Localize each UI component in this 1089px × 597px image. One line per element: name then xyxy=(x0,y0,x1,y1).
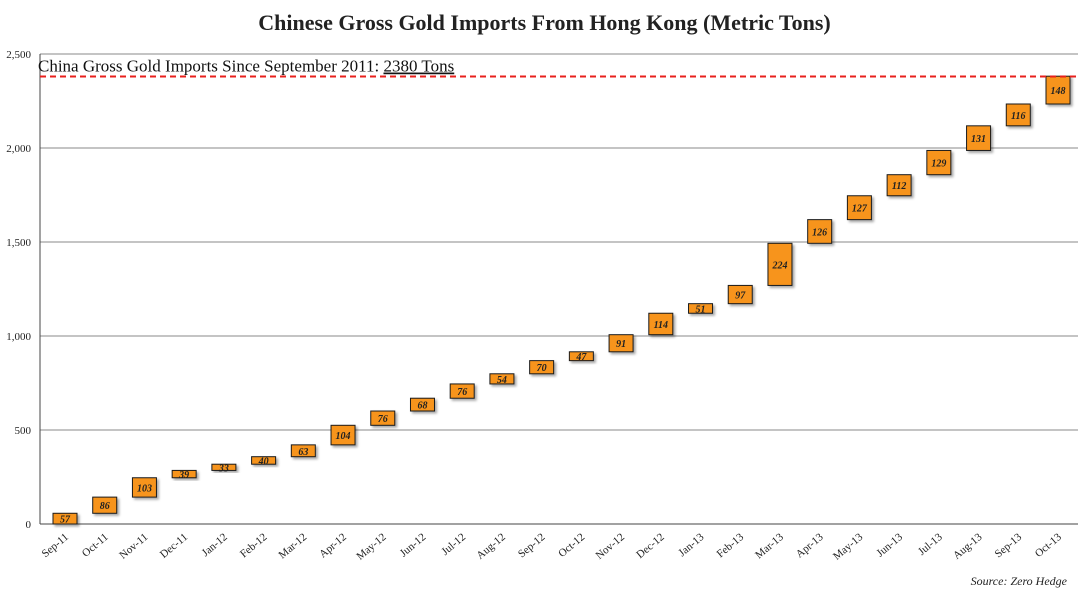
bar-value-label: 47 xyxy=(575,352,587,363)
waterfall-bar xyxy=(489,373,515,385)
x-tick-label: Apr-13 xyxy=(794,531,826,561)
total-annotation: China Gross Gold Imports Since September… xyxy=(38,57,454,76)
y-tick-label: 1,500 xyxy=(6,237,31,249)
waterfall-bar xyxy=(608,334,634,353)
x-tick-label: Jul-12 xyxy=(439,531,468,558)
bar-value-label: 91 xyxy=(616,339,626,350)
x-tick-label: Jan-13 xyxy=(676,531,707,559)
waterfall-bar xyxy=(807,219,833,244)
bar-value-label: 76 xyxy=(378,414,388,425)
bar-value-label: 40 xyxy=(258,456,269,467)
source-note: Source: Zero Hedge xyxy=(970,574,1067,588)
x-tick-label: Feb-12 xyxy=(238,531,270,560)
bar-value-label: 51 xyxy=(696,304,706,315)
bar-value-label: 76 xyxy=(457,387,467,398)
waterfall-bar xyxy=(251,456,277,465)
x-tick-label: May-13 xyxy=(831,531,866,563)
x-tick-label: Oct-13 xyxy=(1033,531,1064,560)
x-tick-label: Oct-12 xyxy=(556,531,587,560)
x-tick-label: Sep-11 xyxy=(40,531,71,560)
y-tick-label: 500 xyxy=(15,425,32,437)
waterfall-bar xyxy=(727,284,753,305)
x-tick-label: Jan-12 xyxy=(200,531,230,559)
waterfall-bar xyxy=(1045,75,1071,105)
annotation-total: 2380 Tons xyxy=(383,57,454,76)
waterfall-bar xyxy=(449,383,475,399)
y-tick-label: 2,000 xyxy=(6,143,31,155)
y-tick-label: 0 xyxy=(26,519,32,531)
chart-title: Chinese Gross Gold Imports From Hong Kon… xyxy=(258,10,831,35)
bar-value-label: 57 xyxy=(60,515,71,526)
bar-value-label: 112 xyxy=(892,181,906,192)
annotation-prefix: China Gross Gold Imports Since September… xyxy=(38,57,383,76)
bar-value-label: 54 xyxy=(497,375,507,386)
x-tick-label: Sep-13 xyxy=(993,531,1025,561)
bar-value-label: 114 xyxy=(654,320,668,331)
waterfall-bar xyxy=(568,351,594,362)
waterfall-bar xyxy=(409,397,435,412)
waterfall-bar xyxy=(92,496,118,514)
waterfall-bar xyxy=(131,477,157,498)
waterfall-bar xyxy=(529,360,555,375)
y-tick-label: 2,500 xyxy=(6,49,31,61)
bar-value-label: 131 xyxy=(971,134,986,145)
waterfall-bar xyxy=(330,424,356,446)
bar-value-label: 116 xyxy=(1011,111,1025,122)
bar-value-label: 129 xyxy=(931,159,946,170)
waterfall-bar xyxy=(52,512,78,525)
x-tick-label: Aug-12 xyxy=(474,531,507,562)
waterfall-bar xyxy=(926,149,952,176)
bar-value-label: 33 xyxy=(218,463,229,474)
x-tick-label: Mar-12 xyxy=(276,531,309,561)
x-tick-label: Apr-12 xyxy=(317,531,349,560)
bar-value-label: 103 xyxy=(137,483,152,494)
y-tick-label: 1,000 xyxy=(6,331,31,343)
bar-value-label: 126 xyxy=(812,227,827,238)
x-tick-label: Sep-12 xyxy=(516,531,548,560)
bar-value-label: 148 xyxy=(1051,86,1066,97)
waterfall-bar xyxy=(966,125,992,151)
bar-value-label: 68 xyxy=(417,401,427,412)
x-tick-label: Oct-11 xyxy=(80,531,111,560)
bar-value-label: 63 xyxy=(298,447,308,458)
x-tick-label: Feb-13 xyxy=(715,531,747,561)
x-tick-label: Dec-12 xyxy=(634,531,667,561)
bar-value-label: 97 xyxy=(735,291,746,302)
waterfall-bar xyxy=(370,410,396,426)
x-tick-label: Mar-13 xyxy=(753,531,786,562)
x-tick-label: Dec-11 xyxy=(158,531,190,561)
waterfall-bar xyxy=(688,303,714,314)
bar-value-label: 86 xyxy=(100,501,110,512)
waterfall-bar xyxy=(211,463,237,471)
x-tick-label: Jun-12 xyxy=(398,531,429,559)
waterfall-bar xyxy=(846,195,872,221)
bar-value-label: 39 xyxy=(178,470,189,481)
waterfall-bar xyxy=(171,469,197,479)
x-tick-label: May-12 xyxy=(354,531,388,563)
bar-value-label: 104 xyxy=(336,431,351,442)
bar-value-label: 70 xyxy=(537,363,547,374)
waterfall-bar xyxy=(1005,103,1031,127)
x-tick-label: Jul-13 xyxy=(916,531,945,558)
bar-value-label: 127 xyxy=(852,204,868,215)
waterfall-bar xyxy=(290,444,316,458)
x-tick-label: Jun-13 xyxy=(874,531,905,560)
waterfall-bar xyxy=(767,242,793,286)
waterfall-bar xyxy=(886,174,912,197)
bar-value-label: 224 xyxy=(771,260,787,271)
waterfall-bar xyxy=(648,312,674,336)
x-tick-label: Nov-12 xyxy=(594,531,627,562)
x-tick-label: Nov-11 xyxy=(117,531,150,562)
x-tick-label: Aug-13 xyxy=(951,531,985,562)
